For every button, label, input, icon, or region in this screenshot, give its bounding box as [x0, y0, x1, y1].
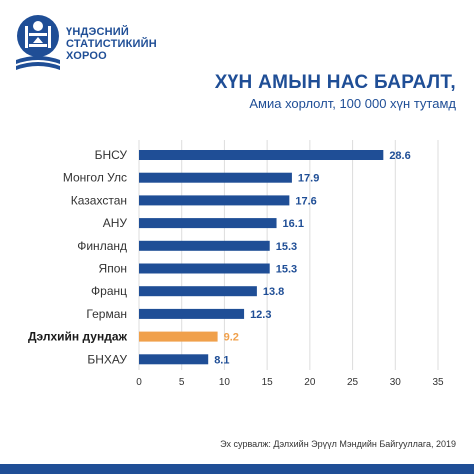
x-tick-label-2: 10	[219, 377, 231, 388]
logo: ҮНДЭСНИЙ СТАТИСТИКИЙН ХОРОО	[14, 14, 157, 74]
footer-stripe	[0, 464, 474, 474]
x-tick-label-0: 0	[136, 377, 142, 388]
value-label-2: 17.6	[295, 195, 316, 207]
value-label-7: 12.3	[250, 309, 271, 321]
value-label-9: 8.1	[214, 354, 229, 366]
category-label-6: Франц	[91, 284, 127, 298]
value-label-0: 28.6	[389, 150, 410, 162]
category-label-1: Монгол Улс	[63, 171, 127, 185]
bar-4	[139, 240, 270, 251]
x-tick-label-6: 30	[390, 377, 402, 388]
value-label-1: 17.9	[298, 173, 319, 185]
x-tick-label-7: 35	[432, 377, 444, 388]
chart-title: ХҮН АМЫН НАС БАРАЛТ,	[214, 72, 456, 93]
bar-0	[139, 150, 384, 160]
org-name-line1: ҮНДЭСНИЙ	[66, 26, 130, 38]
category-label-4: Финланд	[77, 239, 127, 253]
value-label-8: 9.2	[224, 332, 239, 344]
x-tick-label-3: 15	[262, 377, 274, 388]
org-name-line3: ХОРОО	[66, 50, 107, 62]
category-label-0: БНСУ	[95, 148, 128, 162]
category-label-9: БНХАУ	[87, 352, 127, 366]
value-label-4: 15.3	[276, 241, 297, 253]
x-tick-label-1: 5	[179, 377, 185, 388]
category-label-3: АНУ	[103, 216, 128, 230]
chart-subtitle: Амиа хорлолт, 100 000 хүн тутамд	[249, 96, 456, 111]
category-label-5: Япон	[99, 262, 127, 276]
category-label-2: Казахстан	[71, 193, 127, 207]
value-label-5: 15.3	[276, 264, 297, 276]
org-name: ҮНДЭСНИЙ СТАТИСТИКИЙН ХОРОО	[66, 26, 157, 62]
bar-2	[139, 195, 290, 206]
bar-3	[139, 218, 277, 229]
bar-1	[139, 172, 292, 183]
x-tick-label-4: 20	[304, 377, 316, 388]
value-label-6: 13.8	[263, 286, 284, 298]
category-label-8: Дэлхийн дундаж	[28, 330, 127, 344]
category-label-7: Герман	[86, 307, 127, 321]
bar-5	[139, 263, 270, 274]
soyombo-emblem-icon	[16, 15, 60, 70]
source-note: Эх сурвалж: Дэлхийн Эрүүл Мэндийн Байгуу…	[220, 439, 456, 449]
x-tick-label-5: 25	[347, 377, 359, 388]
value-label-3: 16.1	[283, 218, 304, 230]
bar-7	[139, 308, 245, 319]
org-name-line2: СТАТИСТИКИЙН	[66, 38, 157, 50]
bar-9	[139, 354, 209, 365]
bar-8	[139, 331, 218, 342]
bar-6	[139, 286, 257, 297]
